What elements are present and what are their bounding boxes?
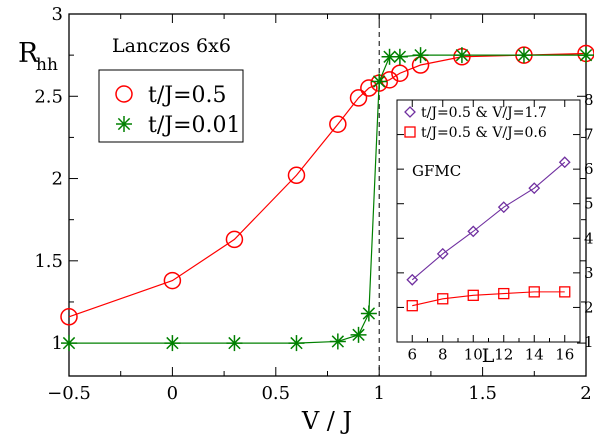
series-1-point bbox=[225, 230, 244, 249]
chart-annotation: Lanczos 6x6 bbox=[112, 35, 231, 57]
inset-legend-label-1: t/J=0.5 & V/J=1.7 bbox=[421, 105, 547, 121]
x-axis-label: V / J bbox=[301, 407, 352, 435]
series-1-point bbox=[163, 271, 182, 290]
inset-x-tick-label: 12 bbox=[494, 346, 513, 364]
series-1-point bbox=[60, 308, 78, 326]
inset-series-1-point bbox=[467, 225, 480, 238]
inset-y-tick-label: 6 bbox=[584, 160, 594, 178]
inset-series-1-point bbox=[497, 201, 510, 214]
x-tick-label: 0 bbox=[167, 383, 178, 404]
series-2-point bbox=[453, 47, 470, 64]
inset-plot-background bbox=[397, 100, 580, 342]
inset-x-axis-label: L bbox=[482, 345, 495, 367]
inset-y-tick-label: 3 bbox=[584, 264, 594, 282]
series-2-point bbox=[381, 48, 398, 65]
inset-series-2-point bbox=[559, 286, 571, 298]
inset-series-2-point bbox=[437, 293, 449, 305]
inset-series bbox=[406, 156, 571, 312]
y-axis-label: R bbox=[18, 38, 39, 69]
x-tick-label: 2 bbox=[580, 383, 591, 404]
inset-y-tick-label: 4 bbox=[584, 229, 594, 247]
series-2-point bbox=[226, 335, 243, 352]
y-tick-label: 2 bbox=[52, 169, 63, 190]
inset-series-1-point bbox=[558, 156, 571, 169]
inset-x-tick-label: 10 bbox=[464, 346, 483, 364]
series-2-point bbox=[515, 47, 532, 64]
x-tick-label: 1 bbox=[373, 383, 384, 404]
main-legend-box bbox=[98, 69, 244, 143]
series-2-point bbox=[391, 48, 408, 65]
y-axis-label-subscript: hh bbox=[36, 55, 58, 75]
inset-legend: t/J=0.5 & V/J=1.7 t/J=0.5 & V/J=0.6 bbox=[404, 105, 547, 141]
x-tick-label: 1.5 bbox=[468, 383, 497, 404]
series-2-point bbox=[350, 326, 367, 343]
series-2-point bbox=[61, 335, 77, 352]
inset-x-tick-label: 6 bbox=[407, 346, 417, 364]
y-tick-label: 1.5 bbox=[34, 251, 63, 272]
inset-annotation: GFMC bbox=[412, 162, 461, 180]
inset-series-1-point bbox=[528, 182, 541, 195]
series-1-point bbox=[349, 89, 368, 107]
inset-series-1-point bbox=[406, 273, 419, 286]
series-2-point bbox=[412, 47, 429, 64]
series-2-point bbox=[360, 305, 377, 322]
inset-legend-marker-2 bbox=[404, 126, 416, 138]
inset-legend-marker-1 bbox=[404, 106, 416, 118]
main-ticks: −0.5 0 0.5 1 1.5 2 1 1.5 2 2.5 3 bbox=[34, 4, 591, 404]
inset-y-tick-label: 8 bbox=[584, 91, 594, 109]
inset-y-tick-label: 1 bbox=[584, 333, 594, 351]
inset-x-tick-label: 8 bbox=[438, 346, 448, 364]
inset-series-2-point bbox=[528, 286, 540, 298]
inset-series-2-point bbox=[467, 289, 479, 301]
series-2-point bbox=[288, 335, 305, 352]
inset-series-1-point bbox=[436, 247, 449, 260]
inset-series-2-point bbox=[406, 300, 418, 312]
series-1-point bbox=[391, 64, 409, 82]
x-tick-label: 0.5 bbox=[261, 383, 290, 404]
series-2-point bbox=[329, 333, 346, 350]
inset-x-tick-label: 16 bbox=[555, 346, 574, 364]
inset-series-2-point bbox=[498, 287, 510, 300]
inset-y-tick-label: 2 bbox=[584, 298, 594, 316]
series-2-point bbox=[164, 335, 181, 352]
legend-marker-2 bbox=[116, 116, 132, 132]
inset-legend-label-2: t/J=0.5 & V/J=0.6 bbox=[421, 125, 547, 141]
y-tick-label: 3 bbox=[52, 4, 63, 25]
legend-label-1: t/J=0.5 bbox=[148, 83, 227, 108]
inset-y-tick-label: 7 bbox=[584, 126, 594, 144]
series-1-point bbox=[329, 115, 347, 133]
y-tick-label: 1 bbox=[52, 333, 63, 354]
inset-x-tick-label: 14 bbox=[525, 346, 544, 364]
x-tick-label: −0.5 bbox=[47, 383, 91, 404]
series-2-point bbox=[371, 73, 388, 90]
series-2-point bbox=[578, 47, 594, 64]
legend-label-2: t/J=0.01 bbox=[148, 113, 241, 138]
main-series bbox=[60, 44, 594, 352]
legend-marker-1 bbox=[115, 85, 133, 103]
main-plot: −0.5 0 0.5 1 1.5 2 1 1.5 2 2.5 3 R hh V / J Lanczo… bbox=[18, 4, 594, 435]
main-legend: t/J=0.5 t/J=0.01 bbox=[98, 69, 244, 143]
series-1-point bbox=[360, 79, 378, 97]
inset-y-tick-label: 5 bbox=[584, 195, 594, 213]
inset-series-line-1 bbox=[411, 161, 566, 281]
series-1-point bbox=[287, 166, 306, 185]
y-tick-label: 2.5 bbox=[34, 86, 63, 107]
